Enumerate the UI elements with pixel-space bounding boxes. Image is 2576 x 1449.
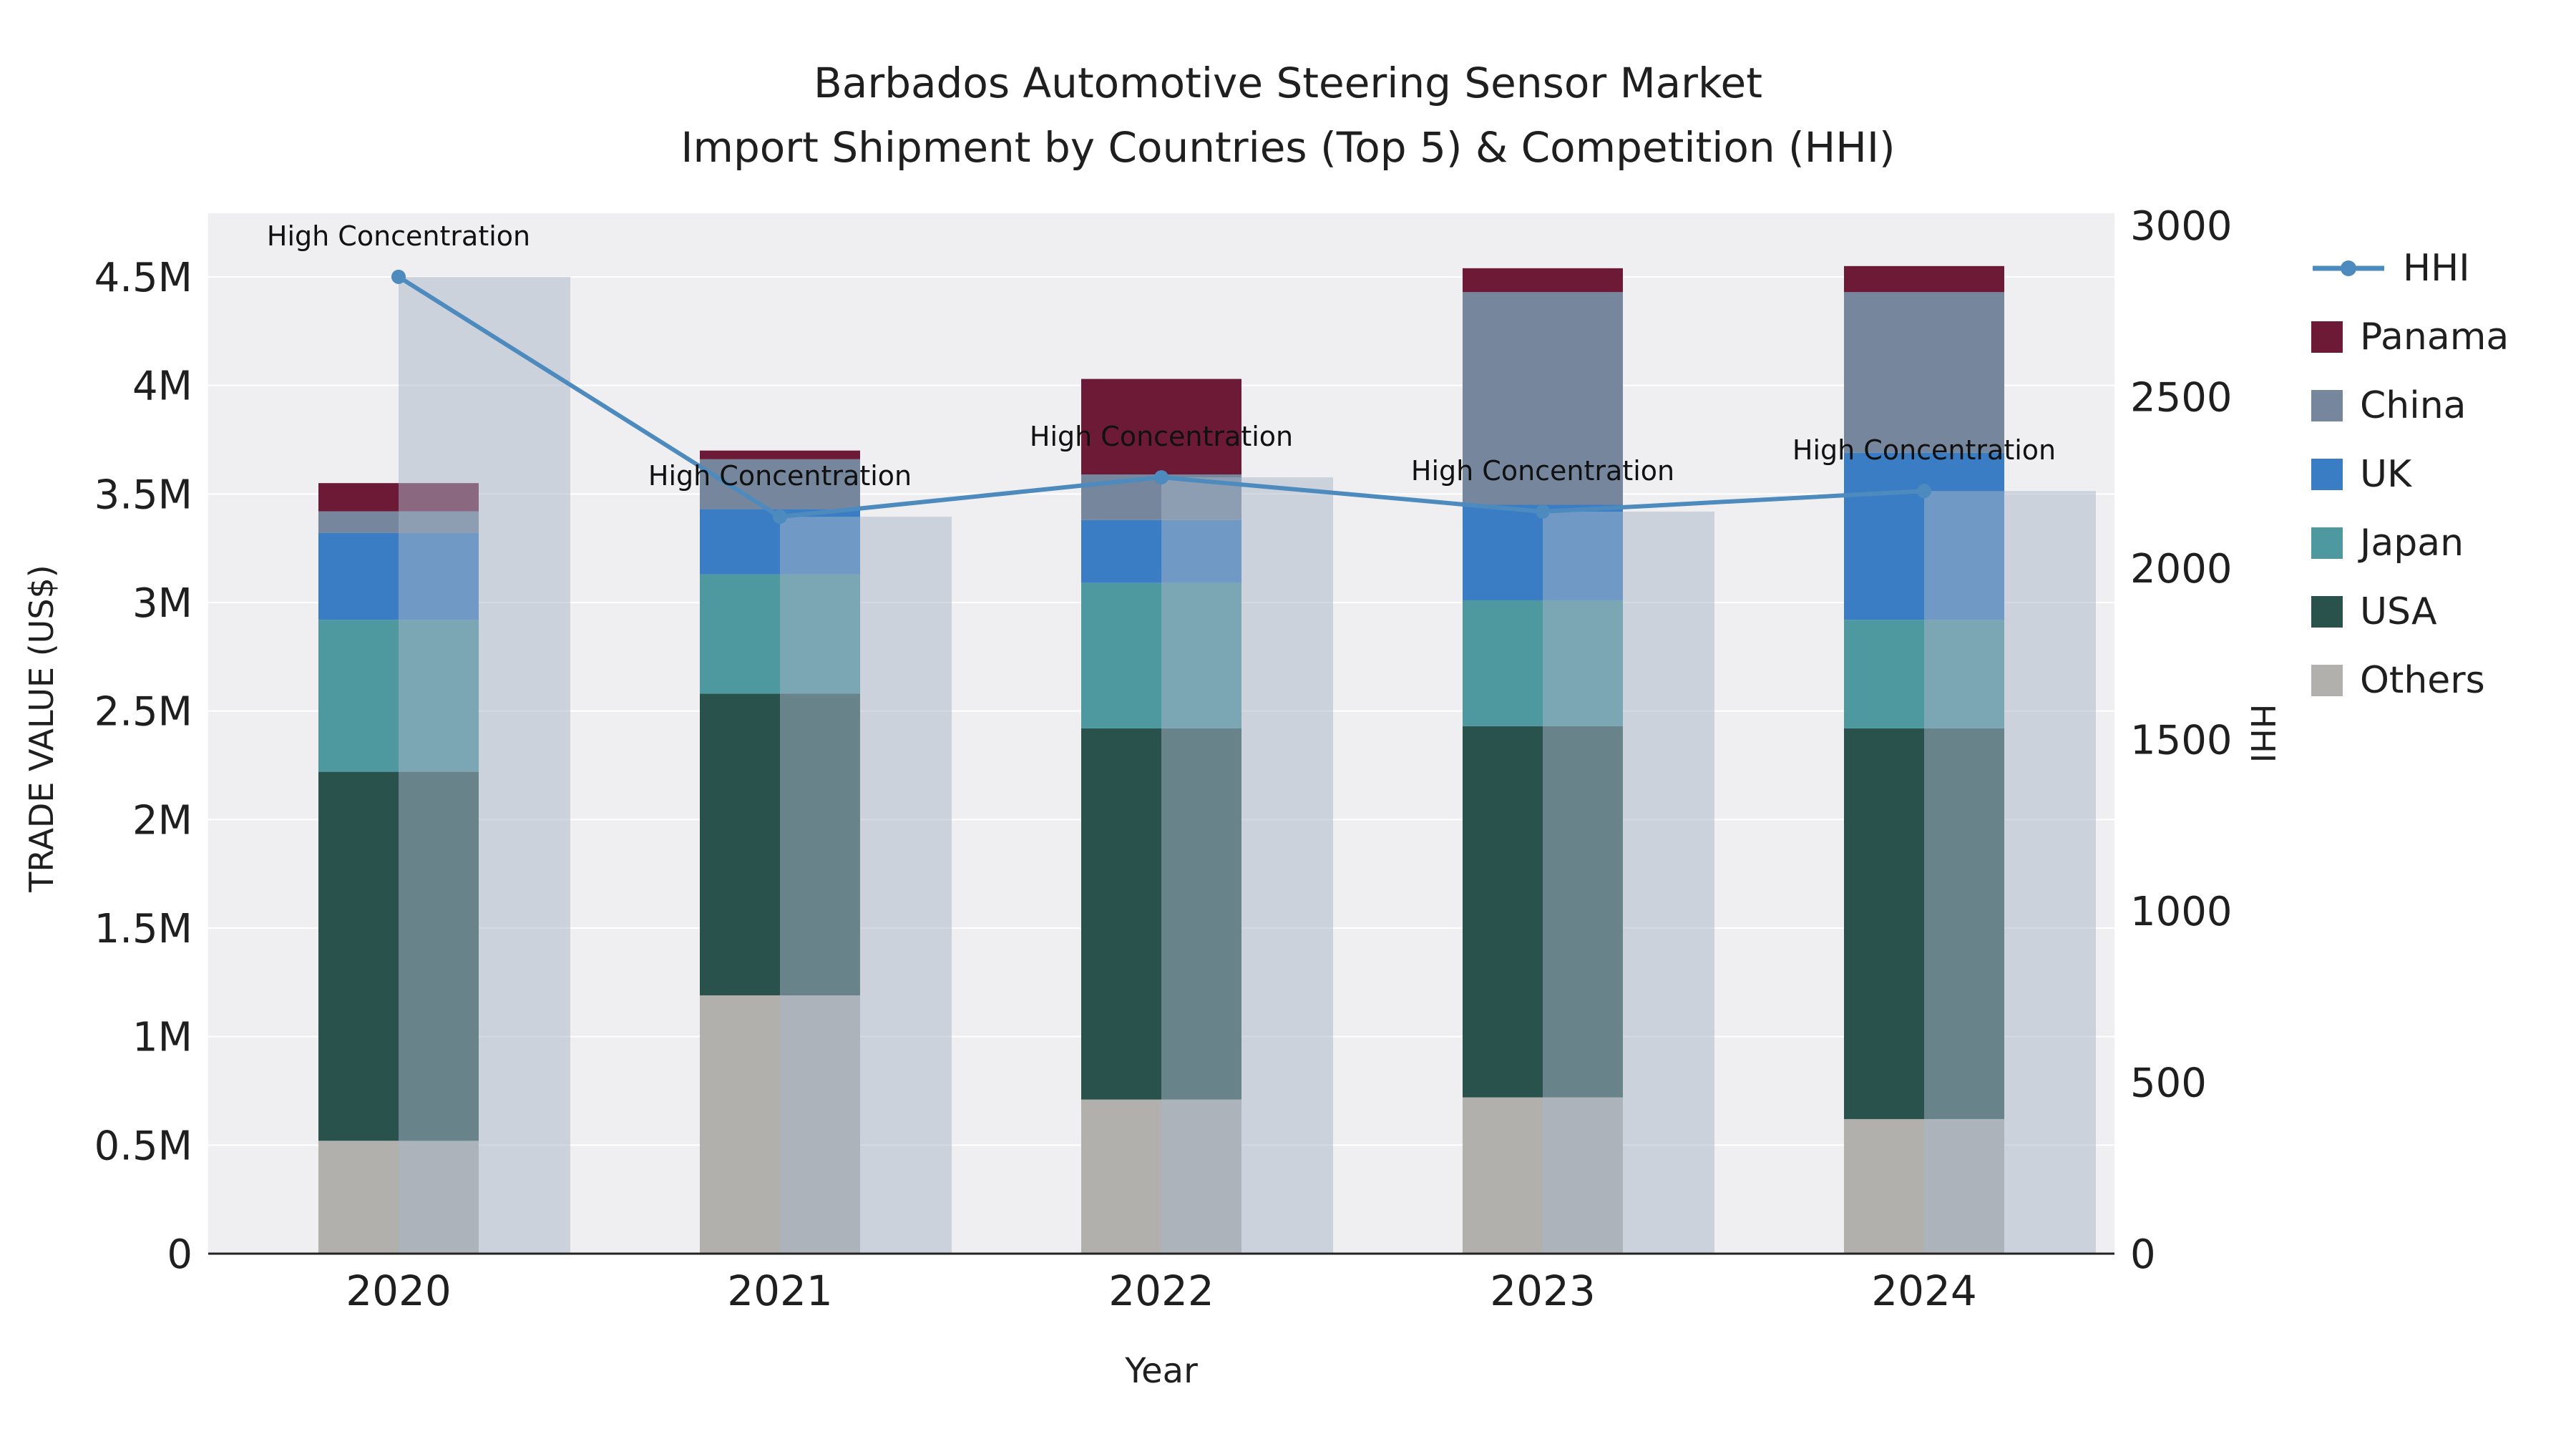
hhi-bar-2021[interactable] [780,517,952,1254]
panama-swatch-icon [2311,321,2343,353]
y-left-tick-label: 0 [167,1231,192,1278]
y-left-tick-label: 3M [132,580,192,627]
hhi-point-2024[interactable] [1917,484,1931,499]
legend-label-china: China [2360,384,2467,427]
others-swatch-icon [2311,665,2343,696]
legend-item-uk[interactable]: UK [2311,453,2509,496]
legend-item-panama[interactable]: Panama [2311,316,2509,358]
y-left-tick-label: 1M [132,1015,192,1061]
japan-swatch-icon [2311,527,2343,559]
x-tick-label-2023: 2023 [1490,1267,1596,1315]
china-swatch-icon [2311,390,2343,421]
annotation-high-concentration-2020: High Concentration [267,220,530,252]
y-right-tick-label: 0 [2130,1231,2156,1278]
hhi-bar-2022[interactable] [1161,477,1333,1254]
y-right-tick-label: 1000 [2130,889,2233,935]
y-right-tick-label: 2500 [2130,375,2233,421]
y-left-tick-label: 4.5M [94,255,192,301]
hhi-point-2022[interactable] [1154,470,1169,485]
y-left-tick-label: 2.5M [94,689,192,736]
hhi-line-icon [2311,253,2386,284]
bar-panama-2024[interactable] [1844,265,2004,293]
y-left-axis-title: TRADE VALUE (US$) [22,565,61,892]
hhi-point-2020[interactable] [391,269,406,284]
annotation-high-concentration-2021: High Concentration [648,460,912,492]
x-tick-label-2022: 2022 [1108,1267,1214,1315]
y-right-tick-label: 3000 [2130,203,2233,250]
bar-panama-2021[interactable] [700,450,860,459]
legend-item-others[interactable]: Others [2311,659,2509,702]
hhi-bar-2024[interactable] [1924,491,2096,1254]
annotation-high-concentration-2022: High Concentration [1030,421,1293,452]
legend-label-hhi: HHI [2403,247,2470,290]
x-tick-label-2021: 2021 [727,1267,833,1315]
annotation-high-concentration-2024: High Concentration [1792,434,2056,466]
legend-label-panama: Panama [2360,316,2509,358]
x-tick-label-2024: 2024 [1871,1267,1977,1315]
y-left-tick-label: 4M [132,364,192,410]
legend: HHI Panama China UK Japan USA Others [2311,247,2509,702]
y-right-tick-label: 2000 [2130,546,2233,592]
y-left-tick-label: 0.5M [94,1123,192,1169]
uk-swatch-icon [2311,459,2343,490]
legend-item-hhi[interactable]: HHI [2311,247,2509,290]
usa-swatch-icon [2311,596,2343,628]
y-left-tick-label: 3.5M [94,472,192,518]
y-left-tick-label: 2M [132,797,192,844]
legend-item-japan[interactable]: Japan [2311,522,2509,565]
y-right-tick-label: 500 [2130,1060,2207,1107]
bar-china-2024[interactable] [1844,292,2004,453]
legend-label-others: Others [2360,659,2485,702]
x-tick-label-2020: 2020 [346,1267,452,1315]
bar-panama-2023[interactable] [1463,268,1623,293]
legend-item-china[interactable]: China [2311,384,2509,427]
legend-item-usa[interactable]: USA [2311,590,2509,633]
bar-china-2023[interactable] [1463,292,1623,505]
x-axis-title: Year [1125,1351,1198,1391]
y-right-tick-label: 1500 [2130,718,2233,764]
hhi-point-2021[interactable] [773,509,787,525]
hhi-bar-2023[interactable] [1543,511,1714,1254]
legend-label-uk: UK [2360,453,2412,496]
legend-label-usa: USA [2360,590,2437,633]
bar-panama-2022[interactable] [1081,379,1241,475]
y-right-axis-title: HHI [2243,703,2282,763]
legend-label-japan: Japan [2360,522,2464,565]
chart-title-line1: Barbados Automotive Steering Sensor Mark… [814,59,1762,107]
chart-title-line2: Import Shipment by Countries (Top 5) & C… [680,123,1896,172]
y-left-tick-label: 1.5M [94,906,192,952]
hhi-point-2023[interactable] [1536,504,1550,519]
hhi-bar-2020[interactable] [399,276,570,1254]
annotation-high-concentration-2023: High Concentration [1411,455,1674,487]
